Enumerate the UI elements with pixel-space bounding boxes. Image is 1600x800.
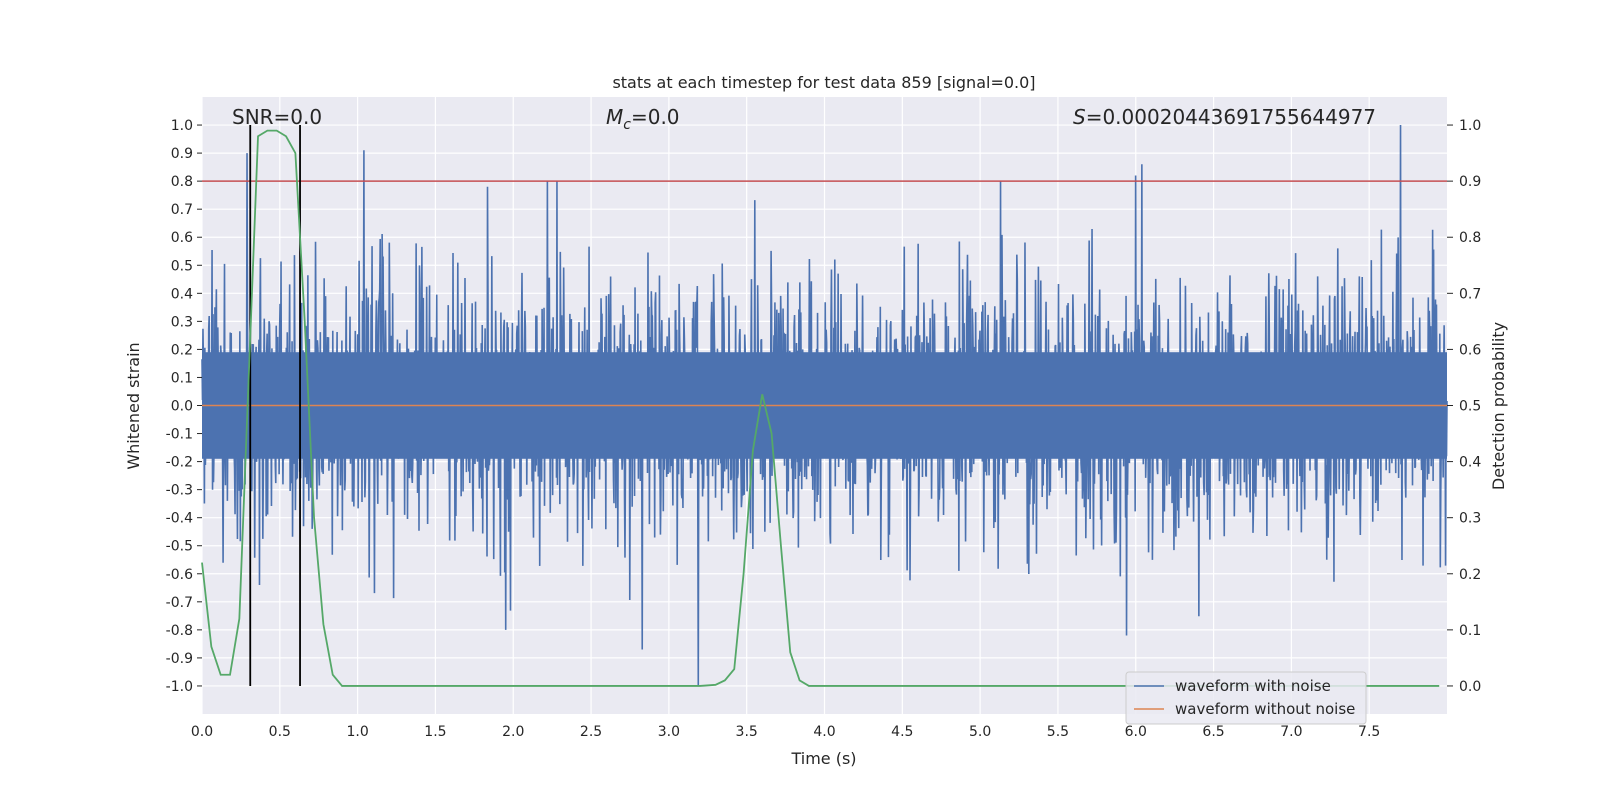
x-tick-label: 3.0 <box>658 724 680 740</box>
y2-tick-label: 0.1 <box>1459 623 1481 639</box>
y2-tick-label: 0.4 <box>1459 455 1481 471</box>
y2-tick-label: 1.0 <box>1459 118 1481 134</box>
axes: 0.0 0.5 1.0 1.5 2.0 2.5 3.0 3.5 4.0 4.5 5.0 5.5 6.0 6… <box>166 118 1482 740</box>
x-tick-label: 0.5 <box>269 724 291 740</box>
y-tick-label: -0.6 <box>166 567 193 583</box>
y-tick-label: 0.5 <box>171 258 193 274</box>
y-tick-label: -1.0 <box>166 679 193 695</box>
s-annotation: S=0.00020443691755644977 <box>1073 105 1376 129</box>
mc-value: =0.0 <box>631 105 680 129</box>
y-tick-label: 0.4 <box>171 286 193 302</box>
y-axis-label: Whitened strain <box>124 342 143 469</box>
y-tick-label: 0.2 <box>171 342 193 358</box>
y-tick-label: -0.8 <box>166 623 193 639</box>
x-axis-label: Time (s) <box>790 749 856 768</box>
y-tick-label: 0.6 <box>171 230 193 246</box>
y-tick-label: -0.5 <box>166 539 193 555</box>
y-tick-label: 0.1 <box>171 370 193 386</box>
x-tick-label: 4.0 <box>813 724 835 740</box>
x-tick-label: 7.5 <box>1358 724 1380 740</box>
chart-title: stats at each timestep for test data 859… <box>612 73 1035 92</box>
y2-tick-label: 0.0 <box>1459 679 1481 695</box>
detection-probability-line <box>201 129 1440 687</box>
y-tick-label: -0.9 <box>166 651 193 667</box>
y2-tick-label: 0.2 <box>1459 567 1481 583</box>
y-tick-label: -0.2 <box>166 455 193 471</box>
y2-tick-label: 0.8 <box>1459 230 1481 246</box>
overlays <box>201 125 1447 687</box>
mc-subscript: c <box>623 117 631 133</box>
x-tick-label: 4.5 <box>891 724 913 740</box>
x-tick-label: 5.5 <box>1047 724 1069 740</box>
x-tick-label: 6.5 <box>1202 724 1224 740</box>
snr-annotation: SNR=0.0 <box>232 105 322 129</box>
x-tick-label: 3.5 <box>736 724 758 740</box>
y-tick-label: 0.7 <box>171 202 193 218</box>
s-symbol: S <box>1073 105 1086 129</box>
y-tick-label: -0.4 <box>166 511 193 527</box>
y-tick-label: 1.0 <box>171 118 193 134</box>
x-tick-label: 7.0 <box>1280 724 1302 740</box>
y-tick-label: -0.3 <box>166 483 193 499</box>
legend: waveform with noise waveform without noi… <box>1125 671 1367 725</box>
s-value: =0.00020443691755644977 <box>1086 105 1376 129</box>
y-tick-label: 0.9 <box>171 146 193 162</box>
x-tick-label: 1.5 <box>424 724 446 740</box>
x-tick-label: 1.0 <box>346 724 368 740</box>
y-tick-label: 0.0 <box>171 399 193 415</box>
y-tick-label: -0.7 <box>166 595 193 611</box>
x-tick-label: 0.0 <box>191 724 213 740</box>
mc-annotation: Mc=0.0 <box>606 105 680 133</box>
x-tick-label: 5.0 <box>969 724 991 740</box>
y-tick-label: 0.8 <box>171 174 193 190</box>
y2-tick-label: 0.5 <box>1459 399 1481 415</box>
y2-tick-label: 0.6 <box>1459 342 1481 358</box>
legend-box <box>1125 671 1367 725</box>
x-tick-label: 6.0 <box>1125 724 1147 740</box>
y-tick-label: -0.1 <box>166 427 193 443</box>
y-tick-label: 0.3 <box>171 314 193 330</box>
x-tick-label: 2.0 <box>502 724 524 740</box>
legend-label-waveform-without-noise: waveform without noise <box>1175 700 1355 718</box>
x-tick-label: 2.5 <box>580 724 602 740</box>
legend-label-waveform-with-noise: waveform with noise <box>1175 677 1331 695</box>
y2-tick-label: 0.9 <box>1459 174 1481 190</box>
y2-tick-label: 0.7 <box>1459 286 1481 302</box>
y2-axis-label: Detection probability <box>1489 322 1508 490</box>
y2-tick-label: 0.3 <box>1459 511 1481 527</box>
mc-symbol: M <box>606 105 623 129</box>
